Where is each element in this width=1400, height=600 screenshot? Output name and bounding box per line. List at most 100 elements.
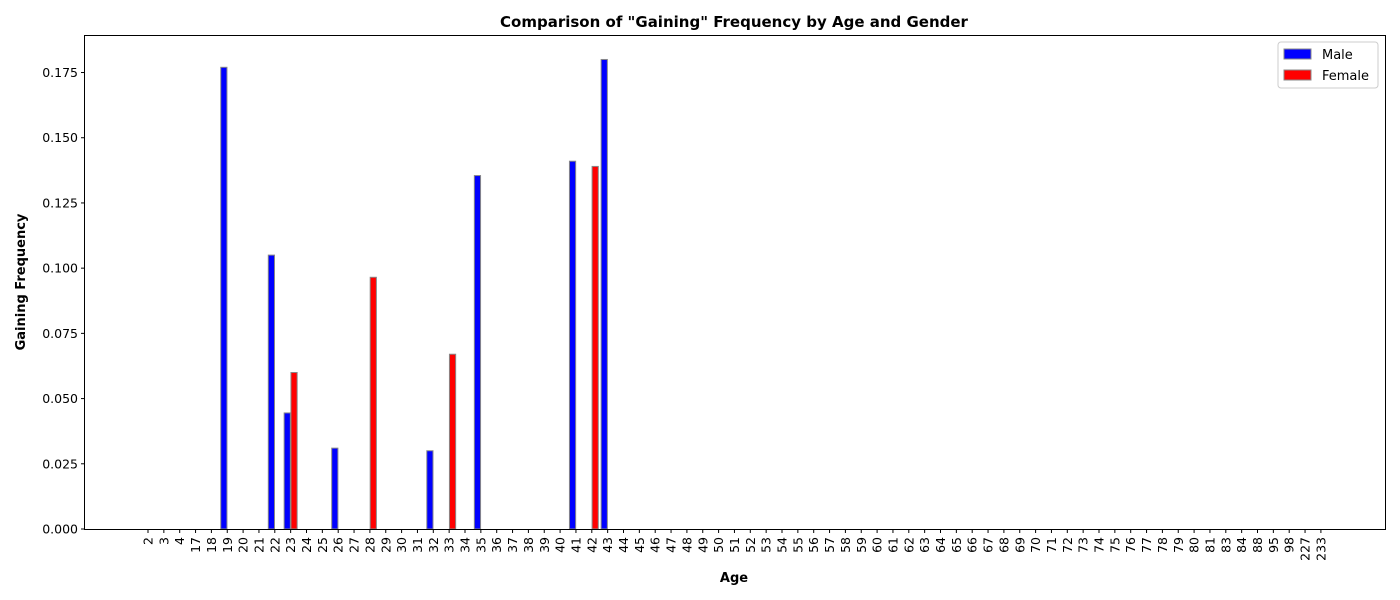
y-tick-label: 0.175: [42, 65, 78, 80]
bar-female-23: [290, 371, 298, 530]
x-tick-label: 53: [759, 537, 774, 553]
x-tick-label: 73: [1076, 537, 1091, 553]
x-tick-label: 50: [711, 537, 726, 553]
x-tick-label: 35: [473, 537, 488, 553]
x-tick-label: 20: [236, 537, 251, 553]
bar-female-28: [369, 276, 377, 530]
x-tick-label: 52: [743, 537, 758, 553]
x-tick-label: 48: [679, 537, 694, 553]
x-tick-label: 60: [870, 537, 885, 553]
x-tick-label: 26: [331, 537, 346, 553]
x-tick-label: 31: [410, 537, 425, 553]
bar-female-33: [448, 353, 457, 530]
x-tick-label: 74: [1092, 537, 1107, 553]
x-tick-label: 44: [616, 537, 631, 553]
x-tick-label: 29: [378, 537, 393, 553]
x-tick-label: 32: [426, 537, 441, 553]
x-tick-label: 54: [775, 537, 790, 553]
y-tick-label: 0.125: [42, 195, 78, 210]
x-tick-label: 39: [537, 537, 552, 553]
x-tick-label: 21: [251, 537, 266, 553]
x-tick-label: 78: [1155, 537, 1170, 553]
x-tick-label: 2: [141, 537, 156, 545]
x-tick-label: 227: [1298, 537, 1313, 561]
x-axis-label: Age: [720, 571, 748, 586]
x-tick-label: 46: [648, 537, 663, 553]
x-tick-label: 67: [981, 537, 996, 553]
x-tick-label: 64: [933, 537, 948, 553]
x-tick-label: 30: [394, 537, 409, 553]
x-tick-label: 51: [727, 537, 742, 553]
x-tick-label: 233: [1313, 537, 1328, 561]
x-tick-label: 42: [584, 537, 599, 553]
x-tick-label: 61: [885, 537, 900, 553]
bar-male-43: [600, 58, 608, 530]
x-tick-label: 80: [1187, 537, 1202, 553]
x-tick-label: 41: [568, 537, 583, 553]
legend-swatch-female: [1283, 69, 1312, 81]
x-tick-label: 3: [156, 537, 171, 545]
x-tick-label: 43: [600, 537, 615, 553]
x-tick-label: 71: [1044, 537, 1059, 553]
x-tick-label: 58: [838, 537, 853, 553]
bar-female-42: [591, 165, 599, 530]
x-tick-label: 63: [917, 537, 932, 553]
x-tick-label: 37: [505, 537, 520, 553]
x-tick-label: 34: [458, 537, 473, 553]
legend-label-female: Female: [1322, 69, 1369, 84]
x-tick-label: 55: [790, 537, 805, 553]
y-tick-label: 0.050: [42, 391, 78, 406]
x-tick-label: 24: [299, 537, 314, 553]
x-axis: 2 3 4 17 18 19 20 21 22 23 24 25 26 27 28 29 30 31 32 33 34 3…: [141, 529, 1328, 561]
legend-label-male: Male: [1322, 48, 1353, 63]
x-tick-label: 83: [1218, 537, 1233, 553]
x-tick-label: 59: [854, 537, 869, 553]
x-tick-label: 65: [949, 537, 964, 553]
legend-swatch-male: [1283, 48, 1312, 60]
chart-title: Comparison of "Gaining" Frequency by Age…: [500, 13, 969, 31]
x-tick-label: 69: [1012, 537, 1027, 553]
y-tick-label: 0.000: [42, 522, 78, 537]
x-tick-label: 62: [901, 537, 916, 553]
bar-male-35: [473, 175, 482, 530]
x-tick-label: 40: [553, 537, 568, 553]
bar-male-32: [426, 450, 434, 530]
x-tick-label: 23: [283, 537, 298, 553]
x-tick-label: 66: [965, 537, 980, 553]
x-tick-label: 84: [1234, 537, 1249, 553]
x-tick-label: 57: [822, 537, 837, 553]
x-tick-label: 98: [1282, 537, 1297, 553]
x-tick-label: 76: [1123, 537, 1138, 553]
x-tick-label: 18: [204, 537, 219, 553]
x-tick-label: 75: [1107, 537, 1122, 553]
y-axis: 0.000 0.025 0.050 0.075 0.100 0.125 0.150 0.175: [42, 65, 85, 537]
x-tick-label: 28: [362, 537, 377, 553]
x-tick-label: 79: [1171, 537, 1186, 553]
bar-male-41: [568, 160, 577, 530]
legend: Male Female: [1277, 41, 1379, 89]
x-tick-label: 4: [172, 537, 187, 545]
plot-area: [220, 58, 608, 530]
x-tick-label: 47: [664, 537, 679, 553]
x-tick-label: 38: [521, 537, 536, 553]
x-tick-label: 72: [1060, 537, 1075, 553]
x-tick-label: 88: [1250, 537, 1265, 553]
bar-male-22: [267, 254, 275, 530]
x-tick-label: 19: [220, 537, 235, 553]
bar-male-19: [220, 66, 228, 530]
bar-male-23: [283, 412, 291, 530]
x-tick-label: 68: [996, 537, 1011, 553]
x-tick-label: 22: [267, 537, 282, 553]
x-tick-label: 56: [806, 537, 821, 553]
bar-male-26: [331, 447, 339, 530]
x-tick-label: 45: [632, 537, 647, 553]
y-tick-label: 0.100: [42, 261, 78, 276]
x-tick-label: 77: [1139, 537, 1154, 553]
y-tick-label: 0.150: [42, 130, 78, 145]
x-tick-label: 70: [1028, 537, 1043, 553]
x-tick-label: 33: [442, 537, 457, 553]
x-tick-label: 25: [315, 537, 330, 553]
x-tick-label: 27: [347, 537, 362, 553]
x-tick-label: 17: [188, 537, 203, 553]
